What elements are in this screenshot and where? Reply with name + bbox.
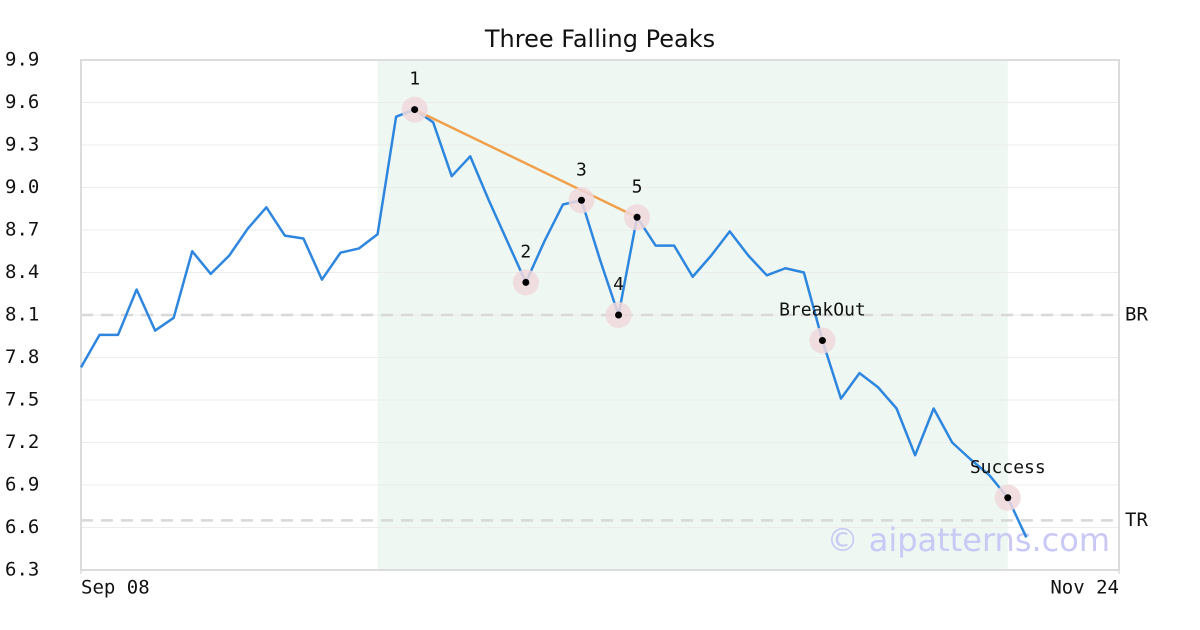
annotation-label: 5 (632, 176, 643, 197)
annotation-label: 1 (409, 69, 420, 90)
annotation-dot (411, 106, 419, 114)
annotation-label: 3 (576, 159, 587, 180)
level-label: TR (1125, 509, 1148, 531)
annotation-dot (818, 337, 826, 344)
y-tick-label: 9.0 (5, 176, 39, 198)
annotation-label: 4 (613, 274, 624, 295)
annotation-dot (633, 213, 641, 221)
annotation-dot (615, 311, 623, 319)
x-tick-label: Sep 08 (81, 577, 150, 599)
annotation-dot (577, 196, 585, 204)
plot-frame (80, 59, 1120, 571)
y-tick-label: 6.6 (5, 516, 39, 538)
y-tick-label: 6.3 (5, 559, 39, 581)
annotation-label: BreakOut (779, 300, 866, 321)
y-tick-label: 8.7 (5, 219, 39, 241)
y-tick-label: 9.3 (5, 134, 39, 156)
y-tick-label: 9.6 (5, 91, 39, 113)
y-tick-label: 6.9 (5, 474, 39, 496)
y-tick-label: 9.9 (5, 49, 39, 71)
y-tick-label: 8.1 (5, 304, 39, 326)
y-tick-label: 7.2 (5, 431, 39, 453)
series-line (79, 108, 1028, 538)
watermark: © aipatterns.com (827, 521, 1110, 559)
annotation-dot (522, 278, 530, 286)
annotation-label: 2 (520, 241, 531, 262)
annotation-dot (1004, 494, 1012, 502)
y-tick-label: 7.8 (5, 346, 39, 368)
trend-line (414, 108, 638, 219)
level-label: BR (1125, 304, 1148, 326)
annotation-label: Success (970, 457, 1046, 478)
y-tick-label: 7.5 (5, 389, 39, 411)
chart-title: Three Falling Peaks (484, 25, 715, 53)
y-tick-label: 8.4 (5, 261, 39, 283)
x-tick-label: Nov 24 (1050, 577, 1119, 599)
